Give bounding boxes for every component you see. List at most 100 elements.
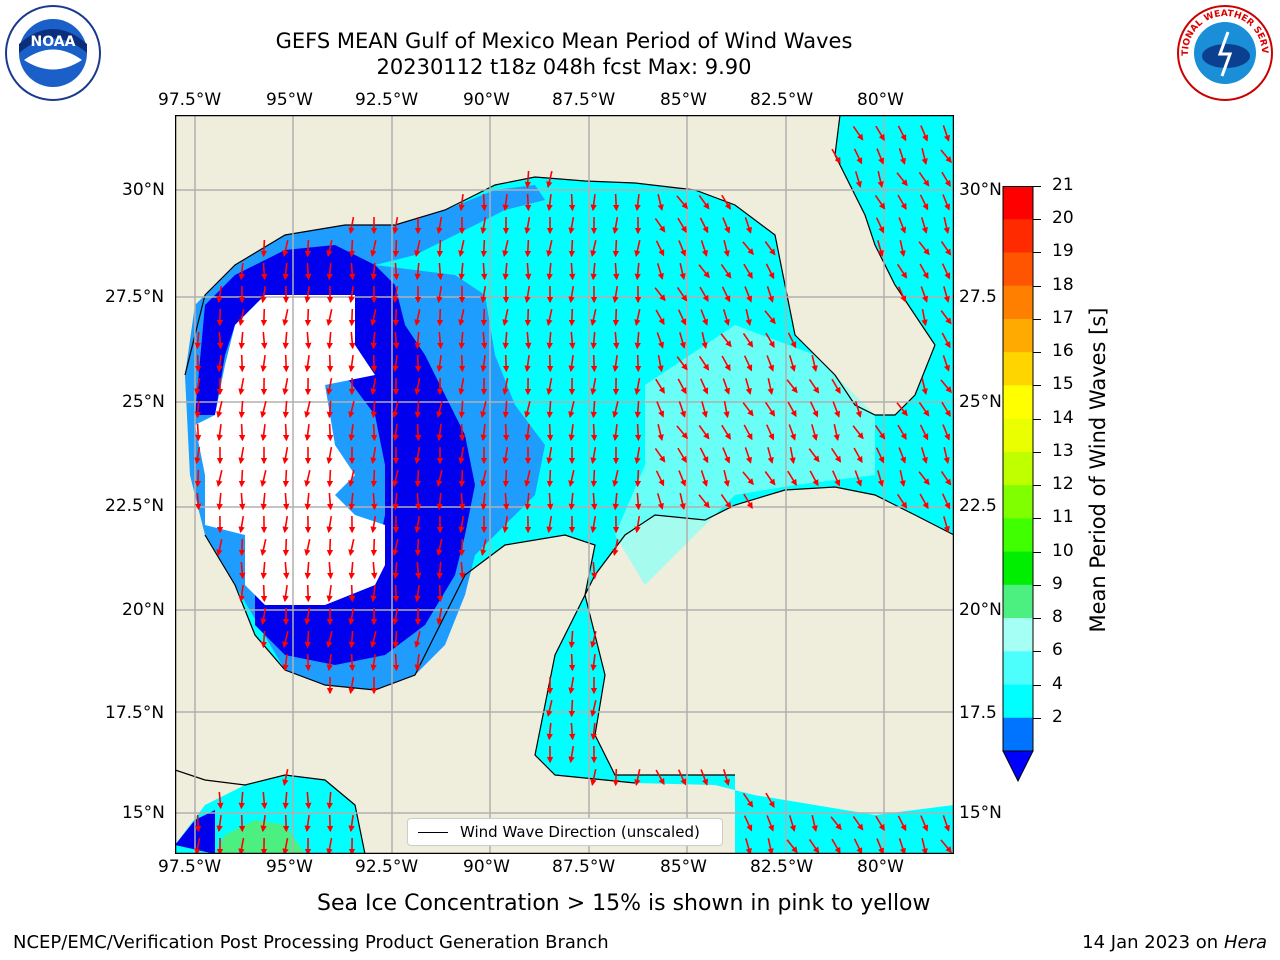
wind-arrow xyxy=(568,745,575,764)
wind-arrow xyxy=(831,470,841,487)
wind-arrow xyxy=(677,378,687,395)
wind-arrow xyxy=(787,401,797,418)
wind-arrow xyxy=(568,676,575,695)
wind-arrow xyxy=(304,492,311,511)
wind-arrow xyxy=(590,722,597,741)
colorbar-label: Mean Period of Wind Waves [s] xyxy=(1086,307,1110,633)
wind-arrow xyxy=(392,308,400,327)
wind-arrow xyxy=(590,377,597,396)
wind-arrow xyxy=(216,470,223,488)
wind-arrow xyxy=(393,331,400,350)
wind-arrow xyxy=(326,538,334,557)
wind-arrow xyxy=(260,492,267,511)
wind-arrow xyxy=(678,240,687,257)
wind-arrow xyxy=(436,285,443,304)
wind-arrow xyxy=(524,285,531,304)
wind-arrow xyxy=(458,354,466,373)
wind-arrow xyxy=(326,515,333,534)
wind-arrow xyxy=(261,331,268,350)
wind-arrow xyxy=(392,401,399,419)
wind-arrow xyxy=(348,401,355,419)
wind-arrow xyxy=(546,722,553,741)
wind-arrow xyxy=(260,239,268,258)
wind-arrow xyxy=(568,699,576,718)
wind-arrow xyxy=(876,148,885,165)
wind-arrow xyxy=(348,285,355,304)
wind-arrow xyxy=(767,838,774,856)
wind-arrow xyxy=(721,355,731,372)
lon-label-bottom: 80°W xyxy=(857,857,904,877)
wind-arrow xyxy=(392,492,399,511)
wind-arrow xyxy=(238,354,246,373)
wind-arrow xyxy=(414,631,421,649)
colorbar-tick-mark xyxy=(1033,651,1041,653)
colorbar-tick-label: 2 xyxy=(1052,706,1063,727)
colorbar xyxy=(1000,186,1040,786)
wind-arrow xyxy=(282,814,290,833)
wind-arrow xyxy=(568,308,576,327)
wind-arrow xyxy=(875,447,885,464)
wind-arrow xyxy=(590,331,597,350)
wind-arrow xyxy=(943,447,950,465)
colorbar-tick-mark xyxy=(1033,352,1041,354)
lon-label-bottom: 92.5°W xyxy=(355,857,419,877)
wind-arrow xyxy=(546,423,554,442)
wind-arrow xyxy=(634,309,641,327)
wind-arrow xyxy=(656,493,664,510)
wind-arrow xyxy=(898,447,907,464)
wind-arrow xyxy=(634,469,642,488)
wind-arrow xyxy=(349,262,356,281)
wind-arrow xyxy=(502,354,510,373)
wind-arrow xyxy=(808,838,820,854)
wind-arrow xyxy=(305,331,312,350)
colorbar-segment xyxy=(1003,186,1033,220)
wind-arrow xyxy=(656,332,664,349)
wind-arrow xyxy=(546,469,554,488)
wind-arrow xyxy=(282,423,290,442)
colorbar-tick-label: 13 xyxy=(1052,440,1074,461)
wind-arrow xyxy=(326,400,333,419)
wind-arrow xyxy=(590,446,597,465)
wind-arrow xyxy=(897,815,907,832)
wind-arrow xyxy=(700,240,708,257)
wind-arrow xyxy=(480,539,487,557)
wind-arrow xyxy=(415,561,422,580)
wind-arrow xyxy=(480,470,487,488)
wind-arrow xyxy=(393,262,400,281)
wind-arrow xyxy=(239,561,246,580)
wind-arrow xyxy=(918,171,930,187)
wind-arrow xyxy=(414,331,421,350)
wind-arrow xyxy=(742,792,754,808)
wind-arrow xyxy=(569,262,576,281)
wind-arrow xyxy=(260,308,268,327)
wind-arrow xyxy=(260,470,267,488)
wind-arrow xyxy=(282,262,289,281)
wind-arrow xyxy=(898,838,906,855)
wind-arrow xyxy=(282,769,289,787)
wind-arrow xyxy=(808,378,820,394)
wind-arrow xyxy=(437,262,444,281)
lat-label-left: 15°N xyxy=(122,803,165,823)
wind-arrow xyxy=(326,240,333,258)
colorbar-svg xyxy=(1002,186,1034,783)
wind-arrow xyxy=(370,377,377,396)
wind-arrow xyxy=(238,515,245,534)
wind-arrow xyxy=(304,814,311,833)
wind-arrow xyxy=(260,423,267,442)
wind-arrow xyxy=(919,263,929,280)
wind-arrow xyxy=(304,584,312,603)
wind-arrow xyxy=(525,331,532,350)
wind-arrow xyxy=(854,470,862,487)
wind-arrow xyxy=(679,263,686,281)
colorbar-tick-mark xyxy=(1033,418,1041,420)
wind-arrow xyxy=(590,515,597,534)
wind-arrow xyxy=(370,400,377,419)
wind-arrow xyxy=(568,239,576,258)
wind-arrow xyxy=(326,791,333,810)
wind-arrow xyxy=(721,194,731,210)
wind-arrow xyxy=(480,492,487,511)
noaa-logo: NOAA xyxy=(4,4,102,102)
wind-arrow xyxy=(677,309,687,326)
wind-arrow xyxy=(238,791,245,810)
wind-arrow xyxy=(458,240,465,258)
